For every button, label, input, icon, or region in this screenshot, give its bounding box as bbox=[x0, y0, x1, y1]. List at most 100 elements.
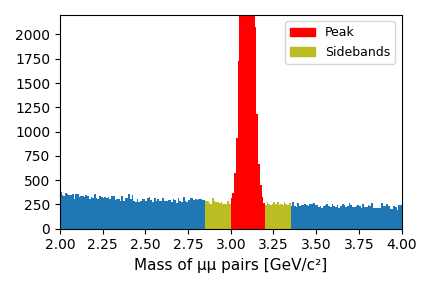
Bar bbox=[77, 194, 79, 229]
Bar bbox=[383, 206, 384, 229]
Bar bbox=[316, 205, 318, 229]
Bar bbox=[398, 205, 400, 229]
Bar bbox=[245, 0, 246, 229]
Bar bbox=[137, 199, 139, 229]
Bar bbox=[391, 209, 393, 229]
Bar bbox=[217, 202, 219, 229]
Bar bbox=[241, 0, 243, 229]
Bar bbox=[273, 202, 275, 229]
Bar bbox=[191, 198, 193, 229]
Bar bbox=[190, 198, 191, 229]
Bar bbox=[296, 207, 297, 229]
Bar bbox=[161, 201, 162, 229]
Bar bbox=[359, 206, 361, 229]
Bar bbox=[248, 0, 250, 229]
Bar bbox=[243, 0, 245, 229]
Bar bbox=[222, 204, 224, 229]
Bar bbox=[75, 194, 77, 229]
Bar bbox=[304, 204, 306, 229]
Bar bbox=[205, 201, 207, 229]
Bar bbox=[65, 193, 67, 229]
Bar bbox=[320, 206, 321, 229]
Bar bbox=[128, 194, 130, 229]
Bar bbox=[68, 195, 70, 229]
Bar bbox=[352, 207, 354, 229]
Bar bbox=[140, 201, 142, 229]
Bar bbox=[73, 199, 75, 229]
Bar bbox=[299, 206, 301, 229]
Bar bbox=[325, 204, 327, 229]
Bar bbox=[168, 200, 169, 229]
Bar bbox=[282, 205, 284, 229]
Bar bbox=[123, 201, 125, 229]
Bar bbox=[114, 200, 116, 229]
Bar bbox=[175, 200, 176, 229]
Bar bbox=[197, 200, 198, 229]
Bar bbox=[145, 200, 147, 229]
Bar bbox=[280, 204, 282, 229]
Bar bbox=[239, 0, 241, 229]
Bar bbox=[210, 204, 212, 229]
Bar bbox=[125, 198, 127, 229]
Bar bbox=[345, 207, 347, 229]
Bar bbox=[162, 198, 164, 229]
Bar bbox=[250, 0, 251, 229]
Bar bbox=[120, 201, 121, 229]
Bar bbox=[220, 202, 222, 229]
Bar bbox=[173, 199, 175, 229]
X-axis label: Mass of μμ pairs [GeV/c²]: Mass of μμ pairs [GeV/c²] bbox=[134, 258, 327, 273]
Bar bbox=[318, 207, 320, 229]
Bar bbox=[356, 206, 357, 229]
Bar bbox=[313, 203, 314, 229]
Bar bbox=[287, 205, 289, 229]
Bar bbox=[106, 198, 108, 229]
Bar bbox=[321, 209, 323, 229]
Bar bbox=[87, 196, 89, 229]
Bar bbox=[186, 202, 188, 229]
Bar bbox=[152, 202, 154, 229]
Bar bbox=[94, 194, 96, 229]
Bar bbox=[362, 204, 364, 229]
Bar bbox=[169, 200, 171, 229]
Bar bbox=[347, 206, 349, 229]
Bar bbox=[232, 193, 234, 229]
Bar bbox=[104, 197, 106, 229]
Bar bbox=[400, 205, 402, 229]
Bar bbox=[236, 138, 238, 229]
Bar bbox=[334, 206, 335, 229]
Bar bbox=[395, 207, 397, 229]
Bar bbox=[328, 206, 330, 229]
Bar bbox=[195, 199, 197, 229]
Bar bbox=[279, 205, 280, 229]
Bar bbox=[111, 196, 113, 229]
Bar bbox=[214, 201, 216, 229]
Bar bbox=[251, 0, 253, 229]
Bar bbox=[301, 205, 302, 229]
Bar bbox=[311, 204, 313, 229]
Bar bbox=[80, 196, 82, 229]
Bar bbox=[323, 206, 325, 229]
Bar bbox=[335, 207, 337, 229]
Bar bbox=[157, 199, 159, 229]
Bar bbox=[130, 199, 132, 229]
Bar bbox=[308, 206, 309, 229]
Bar bbox=[209, 203, 210, 229]
Bar bbox=[101, 197, 102, 229]
Bar bbox=[302, 205, 304, 229]
Bar bbox=[349, 203, 350, 229]
Bar bbox=[378, 208, 379, 229]
Bar bbox=[224, 204, 226, 229]
Bar bbox=[366, 207, 368, 229]
Bar bbox=[154, 198, 156, 229]
Bar bbox=[156, 201, 157, 229]
Bar bbox=[268, 204, 270, 229]
Bar bbox=[253, 0, 255, 229]
Bar bbox=[379, 208, 381, 229]
Bar bbox=[82, 196, 84, 229]
Bar bbox=[338, 208, 340, 229]
Bar bbox=[270, 205, 272, 229]
Bar bbox=[306, 205, 308, 229]
Bar bbox=[127, 198, 128, 229]
Bar bbox=[354, 207, 356, 229]
Bar bbox=[255, 27, 257, 229]
